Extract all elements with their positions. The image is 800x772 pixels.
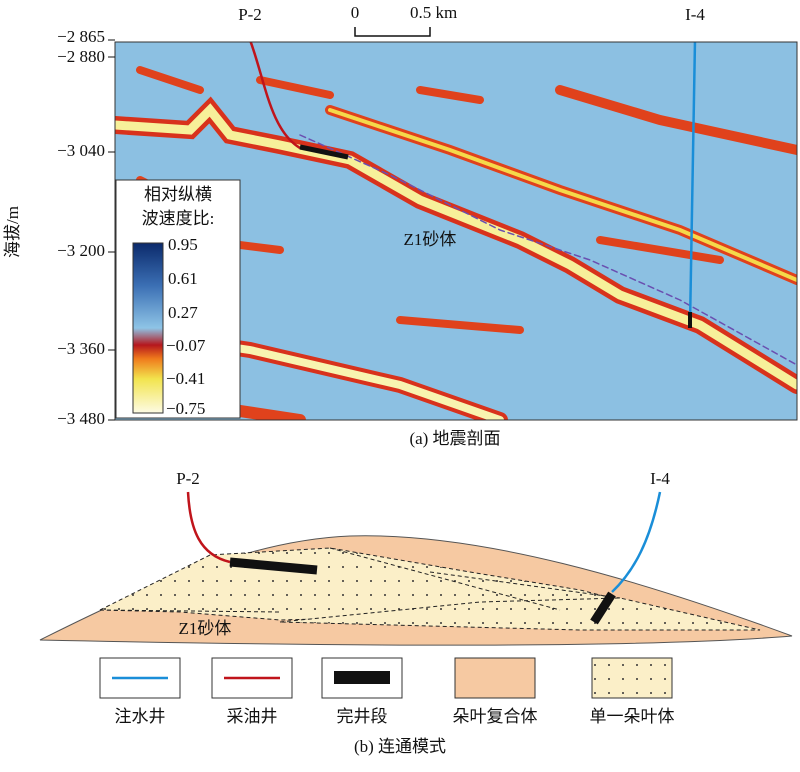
caption: (a) 地震剖面 bbox=[409, 429, 500, 448]
colorbar-label: 0.27 bbox=[168, 303, 198, 322]
caption: (b) 连通模式 bbox=[354, 737, 446, 756]
well-label: P-2 bbox=[176, 469, 200, 488]
frame bbox=[114, 41, 798, 421]
colorbar-label: −0.07 bbox=[166, 336, 206, 355]
legend-label: 完井段 bbox=[337, 707, 388, 726]
scale-start: 0 bbox=[351, 3, 360, 22]
y-tick-label: −3 040 bbox=[57, 141, 105, 160]
colorbar-label: −0.75 bbox=[166, 399, 205, 418]
y-tick-label: −2 880 bbox=[57, 47, 105, 66]
colorbar: 相对纵横 波速度比: 0.95 0.61 0.27 −0.07 −0.41 −0… bbox=[115, 179, 241, 419]
body-label: Z1砂体 bbox=[179, 619, 232, 638]
well-label: P-2 bbox=[238, 5, 262, 24]
colorbar-label: −0.41 bbox=[166, 369, 205, 388]
y-tick-label: −3 200 bbox=[57, 241, 105, 260]
y-tick-label: −2 865 bbox=[57, 27, 105, 46]
scale-end: 0.5 km bbox=[410, 3, 457, 22]
well-label: I-4 bbox=[685, 5, 705, 24]
y-axis-label: 海拔/m bbox=[3, 206, 22, 258]
y-tick-label: −3 480 bbox=[57, 409, 105, 428]
well-label: I-4 bbox=[650, 469, 670, 488]
body-label: Z1砂体 bbox=[404, 230, 457, 249]
scale-bar bbox=[354, 27, 431, 37]
legend: 注水井 采油井 完井段 朵叶复合体 单一朵叶体 bbox=[99, 657, 675, 726]
y-tick-label: −3 360 bbox=[57, 339, 105, 358]
colorbar-label: 0.95 bbox=[168, 235, 198, 254]
colorbar-title: 波速度比: bbox=[142, 209, 215, 228]
y-axis bbox=[108, 39, 115, 421]
legend-label: 采油井 bbox=[227, 707, 278, 726]
legend-label: 注水井 bbox=[115, 707, 166, 726]
colorbar-title: 相对纵横 bbox=[144, 185, 212, 204]
legend-label: 朵叶复合体 bbox=[453, 707, 538, 726]
connectivity-schematic bbox=[39, 491, 793, 646]
colorbar-label: 0.61 bbox=[168, 269, 198, 288]
legend-label: 单一朵叶体 bbox=[590, 707, 675, 726]
